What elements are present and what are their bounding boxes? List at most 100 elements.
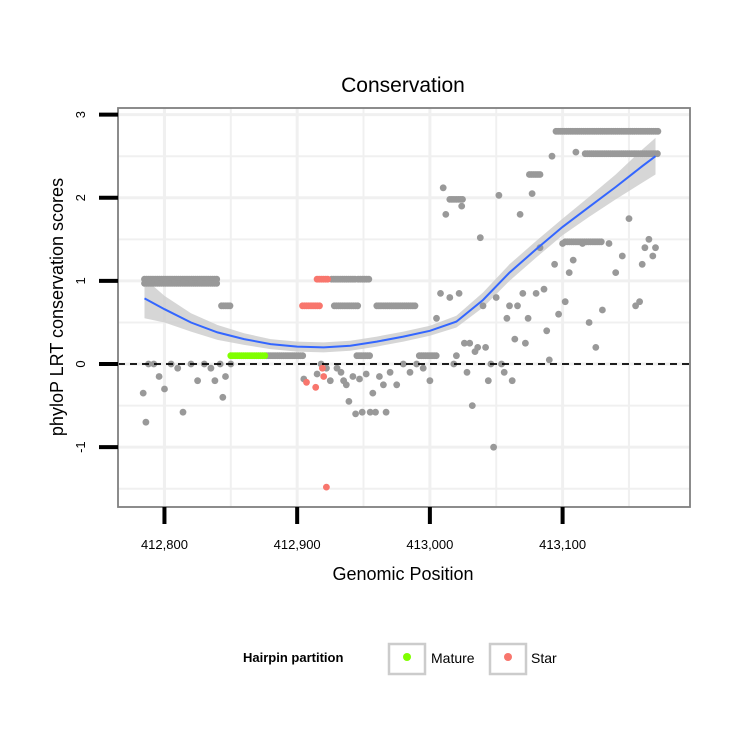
point-other xyxy=(139,389,147,397)
plot-panel xyxy=(117,107,691,508)
x-tick-label: 413,100 xyxy=(539,537,586,552)
point-other xyxy=(455,290,463,297)
data-points xyxy=(139,127,662,491)
point-other xyxy=(654,150,661,158)
point-other xyxy=(342,381,350,389)
point-other xyxy=(463,368,471,376)
grid-lines xyxy=(118,108,690,507)
point-mature xyxy=(261,352,269,360)
panel-border xyxy=(117,107,691,508)
point-other xyxy=(597,238,605,246)
legend-label-mature: Mature xyxy=(431,650,475,666)
point-other xyxy=(432,352,440,360)
point-other xyxy=(532,290,540,297)
point-other xyxy=(366,352,373,360)
point-star xyxy=(316,302,323,310)
point-other xyxy=(551,260,558,268)
axes: 412,800 412,900 413,000 413,100 -1 0 1 2 3 xyxy=(73,111,586,552)
point-other xyxy=(326,377,334,385)
point-other xyxy=(482,344,489,351)
point-other xyxy=(439,184,447,192)
legend-title: Hairpin partition xyxy=(243,650,343,665)
point-other xyxy=(638,260,646,268)
confidence-band xyxy=(144,137,656,353)
y-tick-label: 3 xyxy=(73,111,88,118)
point-other xyxy=(207,364,215,372)
point-other xyxy=(366,408,374,416)
point-other xyxy=(372,408,379,416)
point-other xyxy=(625,215,633,223)
point-other xyxy=(352,410,359,418)
point-star xyxy=(324,275,332,283)
point-other xyxy=(213,280,221,287)
point-other xyxy=(503,314,511,322)
point-other xyxy=(356,375,363,383)
x-axis-title: Genomic Position xyxy=(332,564,473,584)
point-other xyxy=(540,285,548,293)
point-other xyxy=(654,127,662,135)
point-other xyxy=(362,370,370,378)
y-tick-label: 0 xyxy=(73,360,88,367)
point-other xyxy=(514,302,521,310)
point-star xyxy=(303,378,310,386)
point-other xyxy=(399,360,407,368)
x-tick-label: 413,000 xyxy=(406,537,453,552)
legend-swatch-mature xyxy=(403,653,411,661)
point-other xyxy=(618,252,626,260)
point-other xyxy=(492,294,500,301)
point-other xyxy=(572,148,580,156)
point-other xyxy=(479,302,487,310)
point-other xyxy=(649,252,657,260)
point-other xyxy=(468,402,476,409)
point-other xyxy=(150,360,158,368)
point-other xyxy=(226,302,234,310)
point-other xyxy=(437,290,444,297)
point-other xyxy=(536,171,544,178)
point-other xyxy=(592,344,600,351)
point-other xyxy=(652,244,659,252)
point-other xyxy=(548,152,556,160)
point-other xyxy=(179,408,187,416)
point-other xyxy=(194,377,202,385)
y-tick-label: 1 xyxy=(73,277,88,284)
point-other xyxy=(345,398,353,405)
point-other xyxy=(585,319,593,326)
point-other xyxy=(561,298,569,306)
point-other xyxy=(369,389,377,397)
point-other xyxy=(174,364,182,372)
point-other xyxy=(508,377,516,385)
point-other xyxy=(413,360,420,368)
point-other xyxy=(446,294,454,301)
point-other xyxy=(645,235,653,243)
point-other xyxy=(536,244,544,252)
y-tick-label: -1 xyxy=(73,441,88,453)
point-other xyxy=(458,202,466,210)
point-star xyxy=(320,373,328,380)
point-other xyxy=(411,302,419,310)
point-other xyxy=(426,377,434,385)
legend-label-star: Star xyxy=(531,650,557,666)
confidence-ribbon xyxy=(144,137,656,353)
point-other xyxy=(641,244,649,252)
point-other xyxy=(579,240,586,247)
point-other xyxy=(511,335,519,343)
point-other xyxy=(211,377,219,385)
point-other xyxy=(524,314,532,322)
point-other xyxy=(599,306,606,314)
point-other xyxy=(528,190,536,198)
point-other xyxy=(484,377,492,385)
point-other xyxy=(516,211,524,218)
point-star xyxy=(319,364,326,372)
point-other xyxy=(466,339,474,347)
point-other xyxy=(490,443,497,451)
point-other xyxy=(376,373,383,380)
point-other xyxy=(393,381,401,389)
point-other xyxy=(219,393,227,401)
point-other xyxy=(299,352,307,360)
point-other xyxy=(161,385,168,393)
point-other xyxy=(337,368,345,376)
y-tick-label: 2 xyxy=(73,194,88,201)
point-other xyxy=(519,290,527,297)
